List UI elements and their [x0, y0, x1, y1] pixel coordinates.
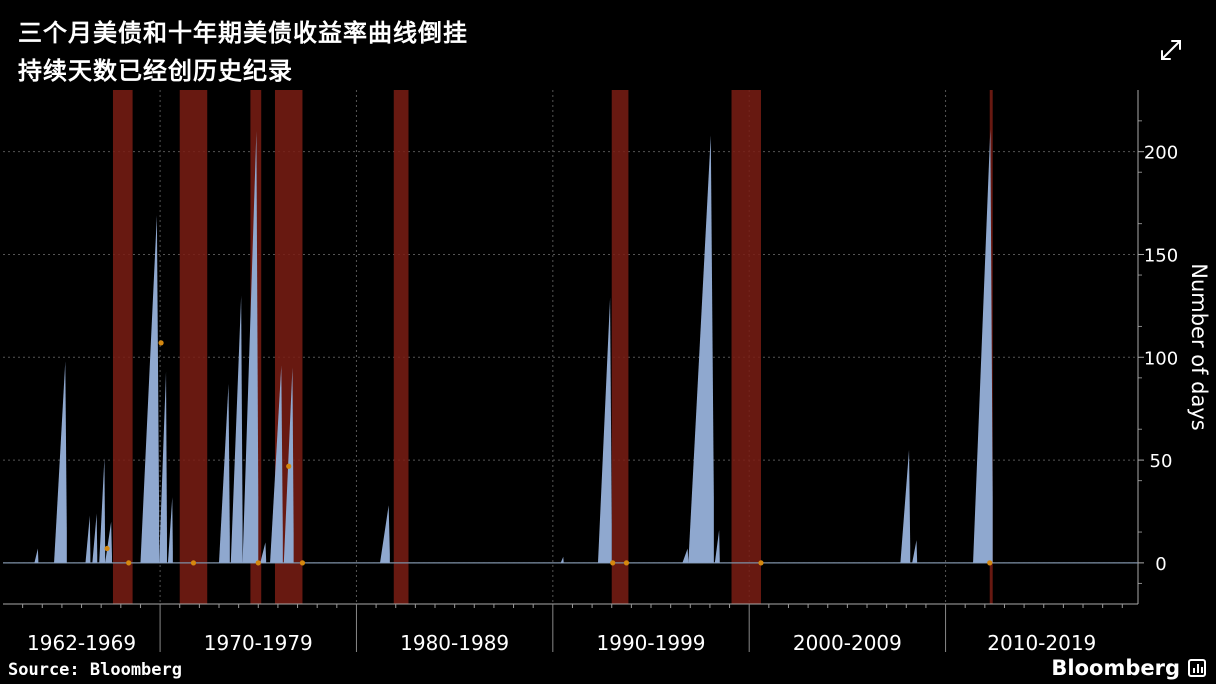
inversion-spike	[688, 135, 714, 563]
decade-label: 2010-2019	[987, 631, 1096, 655]
inversion-spike	[260, 542, 267, 563]
brand-name: Bloomberg	[1051, 656, 1180, 680]
chart-title: 三个月美债和十年期美债收益率曲线倒挂 持续天数已经创历史纪录	[18, 14, 468, 90]
inversion-spike	[219, 384, 230, 563]
decade-label: 1990-1999	[597, 631, 706, 655]
y-tick-label: 100	[1144, 348, 1178, 369]
inversion-spike	[900, 449, 911, 563]
inversion-spike	[159, 371, 167, 563]
bloomberg-logo: Bloomberg	[1051, 656, 1206, 680]
inversion-spike	[230, 295, 243, 563]
y-axis-label: Number of days	[1187, 263, 1211, 431]
inversion-spike	[560, 556, 564, 563]
inversion-spike	[105, 521, 112, 563]
event-marker	[758, 560, 764, 566]
expand-arrows-icon[interactable]	[1157, 36, 1185, 64]
inversion-spike	[242, 131, 259, 563]
decade-label: 1962-1969	[27, 631, 136, 655]
inversion-spike	[973, 129, 993, 563]
event-marker	[255, 560, 261, 566]
inversion-spike	[714, 529, 720, 563]
inversion-spike	[167, 497, 173, 563]
decade-label: 2000-2009	[793, 631, 902, 655]
recession-band	[731, 90, 761, 604]
y-tick-label: 50	[1150, 451, 1173, 472]
event-marker	[286, 463, 292, 469]
decade-label: 1970-1979	[204, 631, 313, 655]
inversion-spike	[92, 513, 98, 563]
decade-label: 1980-1989	[400, 631, 509, 655]
bloomberg-mark-icon	[1188, 659, 1206, 677]
recession-band	[611, 90, 629, 604]
inversion-spike	[912, 540, 918, 563]
event-marker	[190, 560, 197, 566]
recession-band	[112, 90, 133, 604]
inversion-spike	[85, 515, 91, 563]
inversion-spike	[34, 548, 39, 563]
y-tick-label: 200	[1144, 143, 1178, 164]
inversion-spike	[597, 297, 612, 563]
inversion-spike	[380, 505, 390, 563]
inversion-spike	[54, 361, 67, 563]
title-line-2: 持续天数已经创历史纪录	[18, 57, 293, 85]
event-marker	[299, 560, 306, 566]
event-marker	[104, 545, 110, 552]
inversion-spike	[682, 548, 689, 563]
inversion-spike	[140, 215, 160, 563]
event-marker	[158, 340, 164, 346]
event-marker	[987, 560, 993, 566]
y-tick-label: 0	[1155, 554, 1166, 575]
inversion-spike	[99, 458, 106, 563]
event-marker	[610, 560, 616, 566]
recession-band	[179, 90, 208, 604]
source-note: Source: Bloomberg	[8, 660, 182, 680]
title-line-1: 三个月美债和十年期美债收益率曲线倒挂	[18, 19, 468, 47]
y-tick-label: 150	[1144, 245, 1178, 266]
inversion-spike	[270, 365, 283, 563]
event-marker	[126, 560, 132, 566]
recession-band	[393, 90, 409, 604]
event-marker	[623, 560, 630, 566]
